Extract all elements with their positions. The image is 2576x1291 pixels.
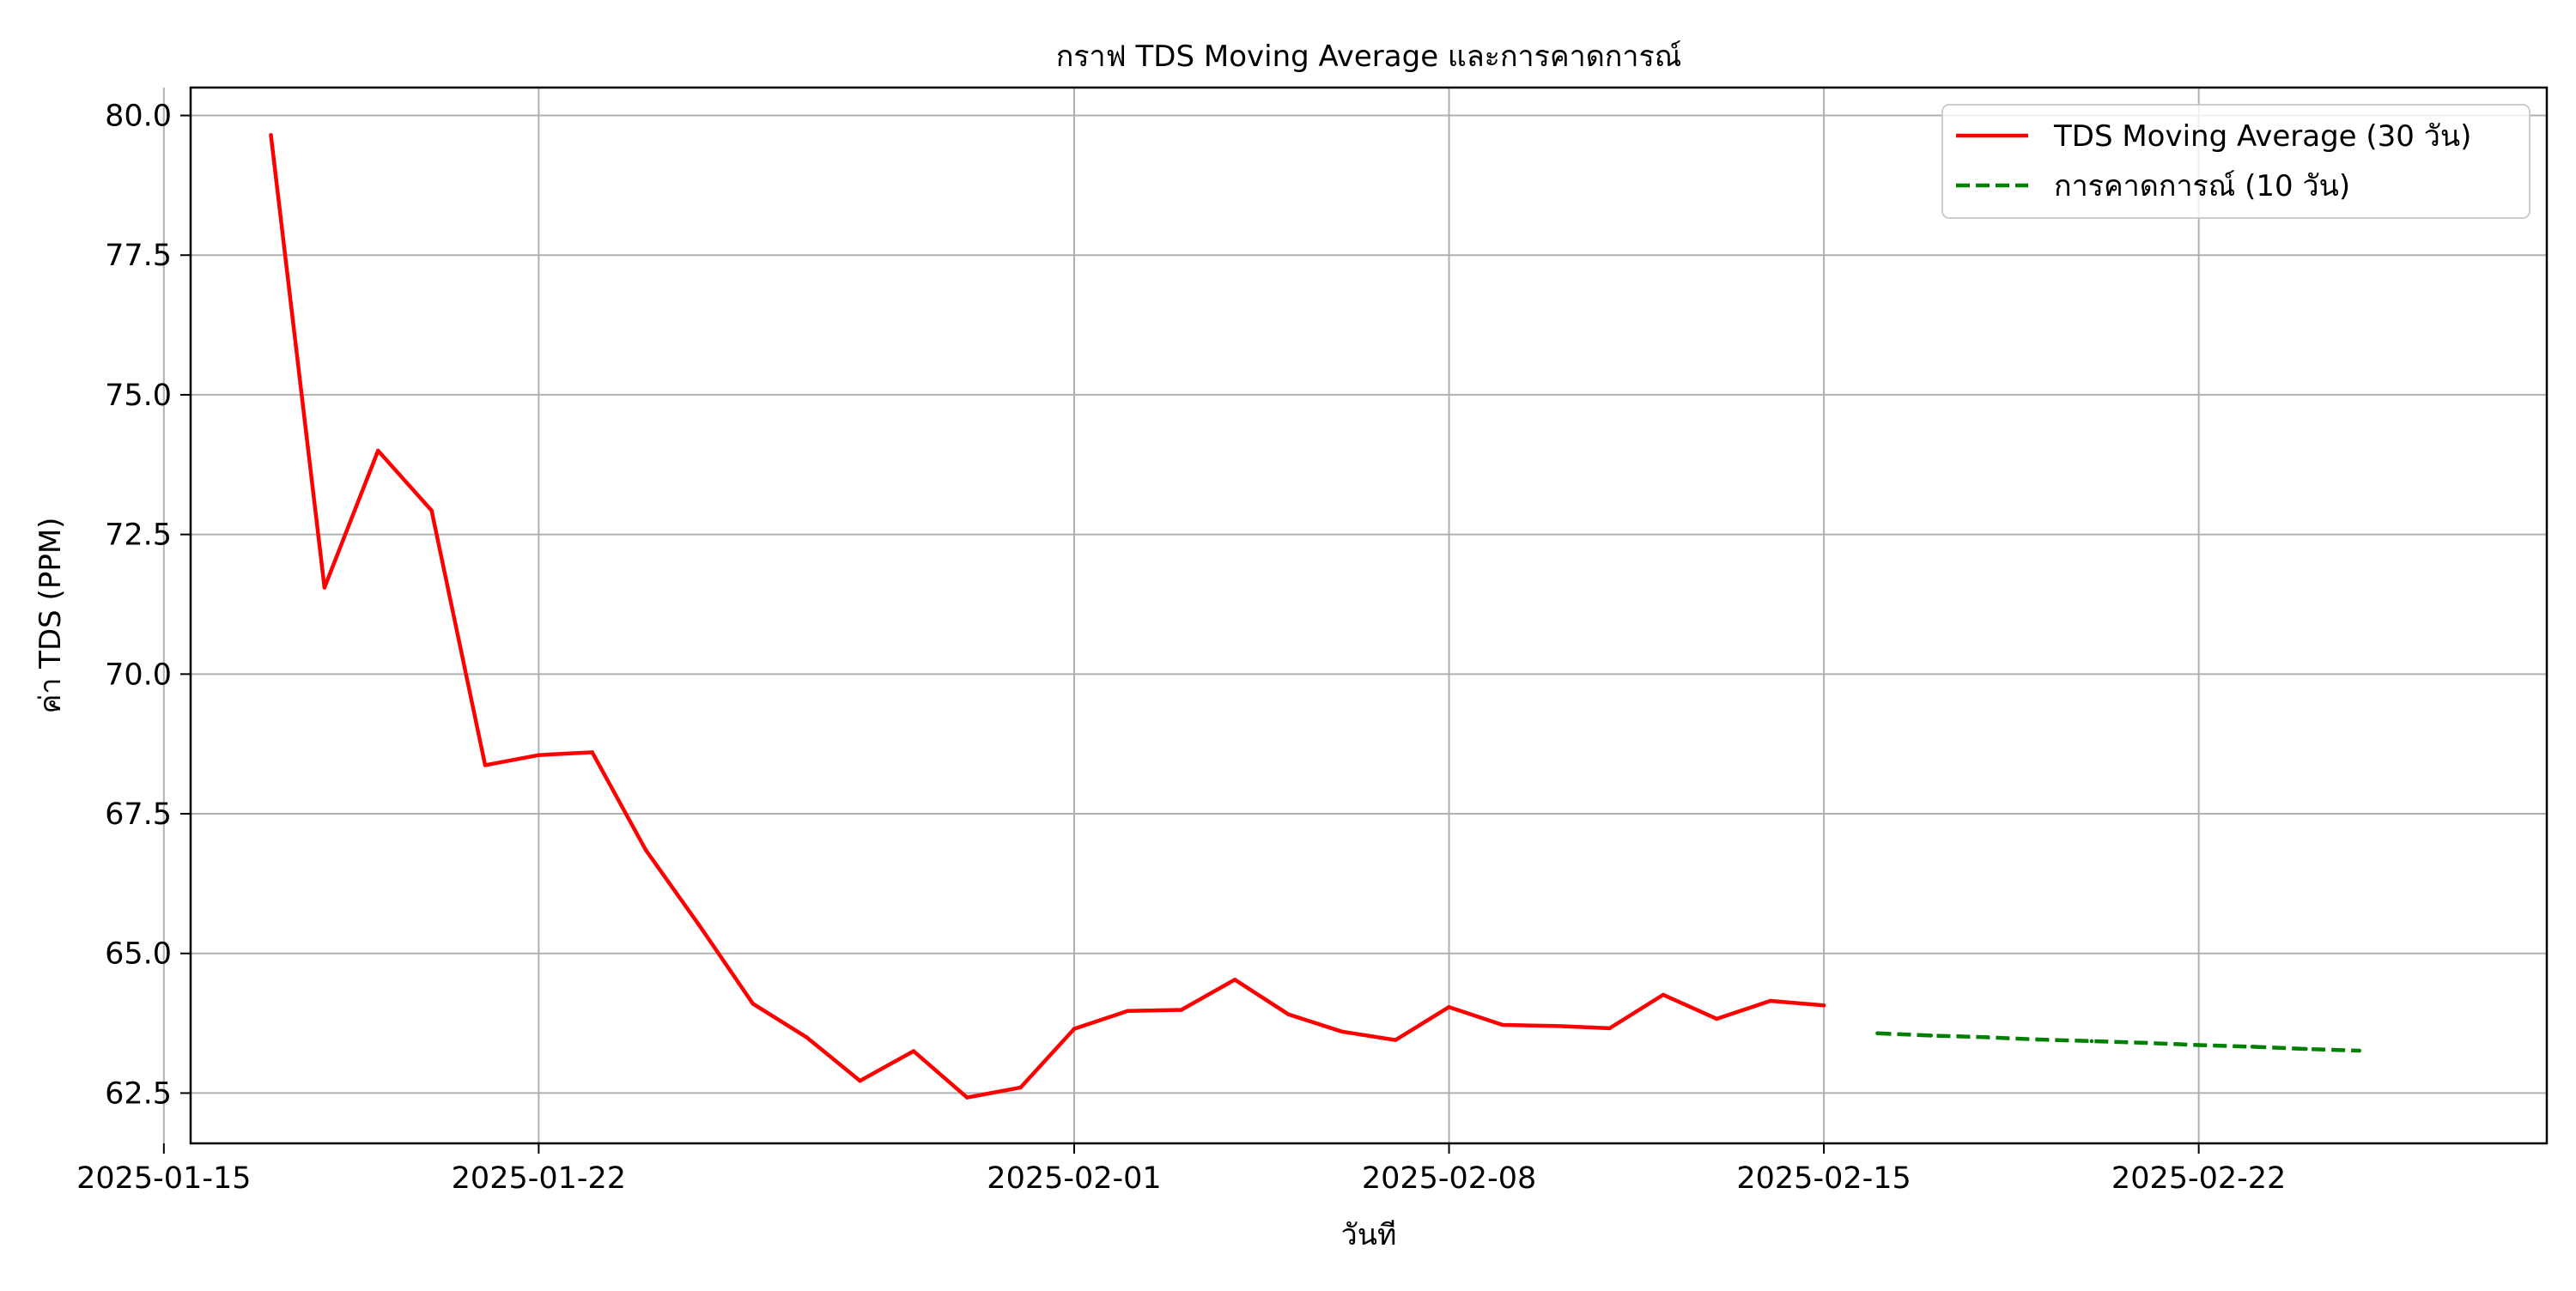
data-point-moving-average <box>1607 1026 1612 1031</box>
data-point-moving-average <box>1126 1009 1130 1014</box>
x-tick-label: 2025-02-08 <box>1362 1161 1536 1196</box>
y-axis-label: ค่า TDS (PPM) <box>33 518 68 714</box>
data-point-forecast <box>1929 1033 1934 1038</box>
chart-title: กราฟ TDS Moving Average และการคาดการณ์ <box>1056 39 1682 74</box>
y-tick-label: 72.5 <box>105 518 172 553</box>
y-tick-label: 70.0 <box>105 658 172 692</box>
y-tick-label: 67.5 <box>105 797 172 832</box>
data-point-moving-average <box>750 1002 756 1006</box>
data-point-moving-average <box>1715 1016 1719 1021</box>
axis-ticks: 2025-01-15 2025-01-22 2025-02-01 2025-02-08… <box>76 100 2286 1196</box>
data-point-moving-average <box>1232 978 1237 982</box>
data-point-moving-average <box>1340 1029 1345 1034</box>
data-point-moving-average <box>537 753 541 757</box>
data-point-moving-average <box>697 923 702 928</box>
y-tick-label: 80.0 <box>105 100 172 134</box>
data-point-moving-average <box>1018 1085 1023 1090</box>
data-point-forecast <box>2143 1040 2148 1046</box>
x-tick-label: 2025-01-15 <box>76 1161 251 1196</box>
plot-frame <box>189 86 2549 1145</box>
legend: TDS Moving Average (30 วัน) การคาดการณ์ … <box>1941 104 2530 219</box>
data-point-forecast <box>2196 1043 2201 1047</box>
x-tick-label: 2025-02-01 <box>987 1161 1161 1196</box>
data-point-moving-average <box>269 133 273 137</box>
data-point-moving-average <box>804 1035 809 1039</box>
y-tick-label: 77.5 <box>105 239 172 273</box>
data-point-moving-average <box>1393 1038 1398 1042</box>
data-point-moving-average <box>965 1095 969 1100</box>
data-point-moving-average <box>483 763 488 767</box>
y-tick-label: 62.5 <box>105 1076 172 1111</box>
data-point-moving-average <box>858 1078 862 1083</box>
data-point-moving-average <box>1286 1012 1291 1016</box>
data-point-moving-average <box>1072 1027 1077 1031</box>
legend-label-ma: TDS Moving Average (30 วัน) <box>2053 119 2471 154</box>
data-point-moving-average <box>1554 1024 1558 1028</box>
x-tick-label: 2025-02-15 <box>1736 1161 1911 1196</box>
series-line-moving-average <box>269 135 1825 1100</box>
series-line-forecast <box>1877 1031 2360 1053</box>
data-point-moving-average <box>911 1049 916 1053</box>
y-tick-label: 65.0 <box>105 937 172 972</box>
data-point-moving-average <box>1661 992 1666 997</box>
grid-lines <box>162 88 2547 1143</box>
data-point-moving-average <box>1821 1003 1826 1008</box>
data-point-forecast <box>1982 1035 1987 1039</box>
data-point-moving-average <box>1179 1008 1183 1012</box>
data-point-forecast <box>2250 1045 2255 1049</box>
data-point-forecast <box>2036 1037 2040 1042</box>
data-point-moving-average <box>429 508 434 512</box>
x-axis-label: วันที <box>1341 1218 1397 1252</box>
series-lines <box>269 133 2361 1100</box>
data-point-moving-average <box>1500 1022 1505 1027</box>
legend-box <box>1941 104 2530 219</box>
data-point-forecast <box>2304 1046 2308 1052</box>
data-point-forecast <box>2357 1048 2361 1053</box>
legend-label-forecast: การคาดการณ์ (10 วัน) <box>2054 169 2350 203</box>
x-tick-label: 2025-02-22 <box>2111 1161 2286 1196</box>
data-point-moving-average <box>322 585 327 590</box>
data-point-moving-average <box>590 750 594 755</box>
data-point-forecast <box>1875 1031 1880 1036</box>
data-point-moving-average <box>1768 998 1772 1003</box>
data-point-forecast <box>2089 1039 2094 1044</box>
y-tick-label: 75.0 <box>105 379 172 413</box>
data-point-moving-average <box>376 448 380 453</box>
x-tick-label: 2025-01-22 <box>452 1161 626 1196</box>
data-point-moving-average <box>1447 1004 1451 1009</box>
data-point-moving-average <box>643 848 648 852</box>
